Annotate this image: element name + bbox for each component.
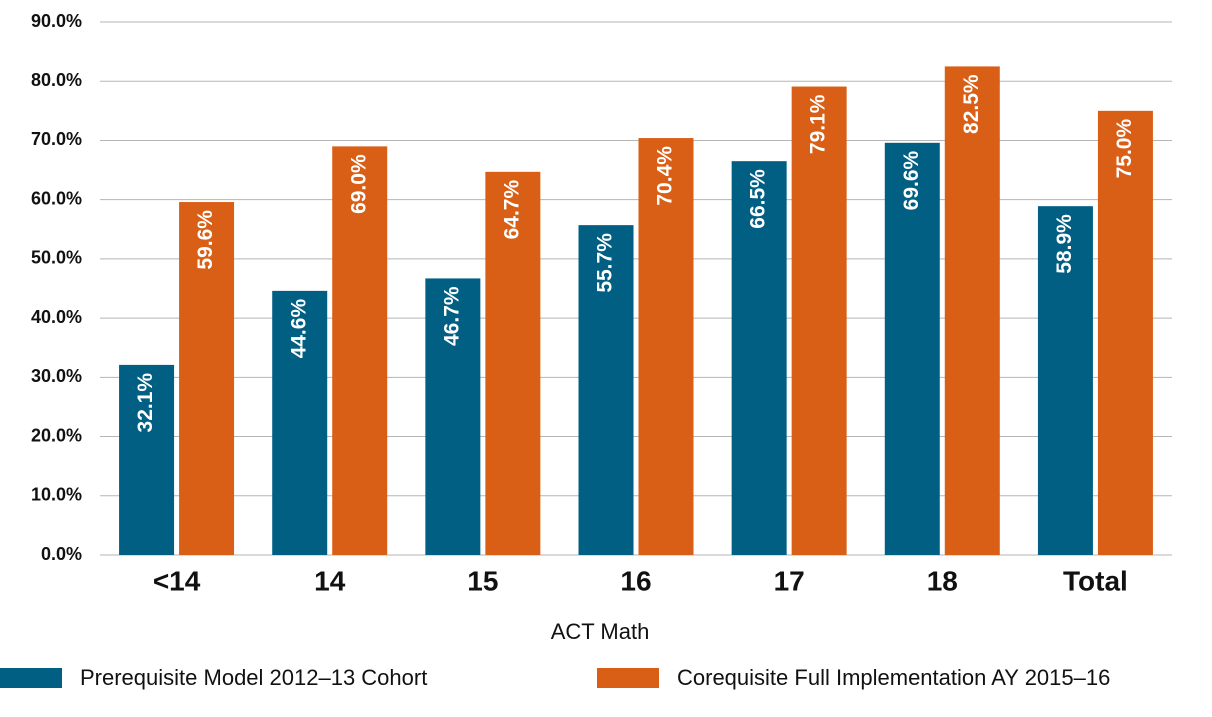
x-tick-label: 14 — [314, 565, 346, 596]
bar — [638, 138, 694, 555]
y-tick-label: 0.0% — [41, 544, 82, 564]
legend-label: Prerequisite Model 2012–13 Cohort — [80, 665, 427, 690]
data-label: 32.1% — [134, 373, 157, 433]
y-tick-label: 90.0% — [31, 11, 82, 31]
y-tick-label: 70.0% — [31, 129, 82, 149]
data-label: 79.1% — [807, 94, 830, 154]
data-label: 82.5% — [960, 74, 983, 134]
bar — [119, 364, 175, 555]
y-tick-label: 80.0% — [31, 70, 82, 90]
data-label: 69.0% — [347, 154, 370, 214]
y-tick-label: 50.0% — [31, 248, 82, 268]
bar — [272, 290, 328, 555]
y-tick-label: 60.0% — [31, 188, 82, 208]
legend-swatch — [0, 668, 62, 688]
x-tick-label: Total — [1063, 565, 1128, 596]
bar — [332, 146, 388, 555]
data-label: 70.4% — [654, 146, 677, 206]
data-label: 59.6% — [194, 210, 217, 270]
bar — [1037, 206, 1093, 556]
x-tick-label: 18 — [927, 565, 958, 596]
data-label: 69.6% — [900, 150, 923, 210]
x-tick-label: 15 — [467, 565, 498, 596]
data-label: 55.7% — [594, 233, 617, 293]
y-tick-label: 10.0% — [31, 485, 82, 505]
x-tick-label: 17 — [774, 565, 805, 596]
data-label: 66.5% — [747, 169, 770, 229]
x-axis-label: ACT Math — [551, 619, 650, 644]
data-label: 64.7% — [500, 180, 523, 240]
data-label: 75.0% — [1113, 119, 1136, 179]
x-tick-label: <14 — [153, 565, 201, 596]
bar — [1097, 110, 1153, 555]
legend-label: Corequisite Full Implementation AY 2015–… — [677, 665, 1110, 690]
y-tick-label: 40.0% — [31, 307, 82, 327]
legend-swatch — [597, 668, 659, 688]
bar — [731, 161, 787, 555]
bar — [485, 171, 541, 556]
bar — [884, 142, 940, 555]
y-tick-label: 20.0% — [31, 425, 82, 445]
x-tick-label: 16 — [620, 565, 651, 596]
bar — [578, 225, 634, 556]
data-label: 44.6% — [287, 299, 310, 359]
bar — [179, 202, 235, 555]
bar — [425, 278, 481, 555]
data-label: 46.7% — [440, 286, 463, 346]
y-tick-label: 30.0% — [31, 366, 82, 386]
bar — [944, 66, 1000, 556]
bar — [791, 86, 847, 556]
data-label: 58.9% — [1053, 214, 1076, 274]
